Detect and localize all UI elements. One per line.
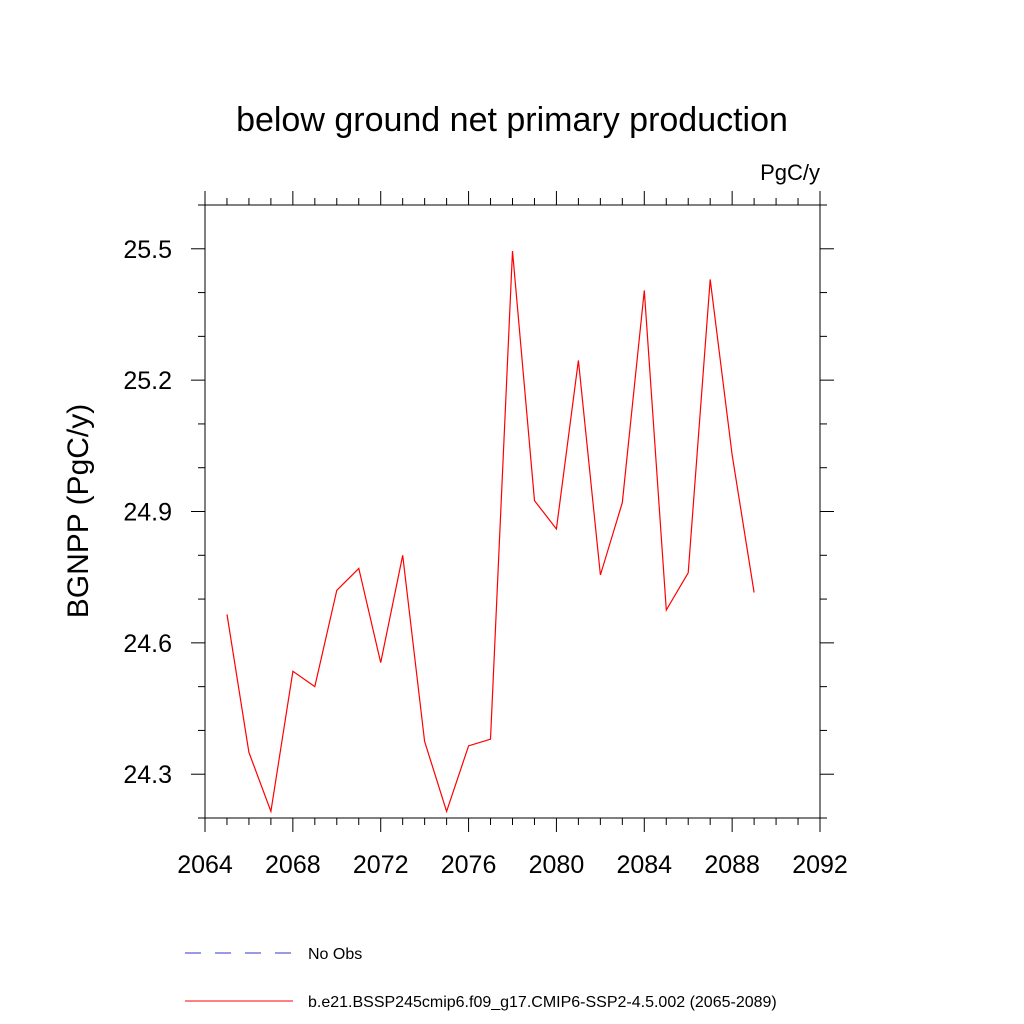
y-tick-label: 24.6 bbox=[123, 630, 172, 658]
y-tick-label: 25.2 bbox=[123, 367, 172, 395]
legend: No Obs b.e21.BSSP245cmip6.f09_g17.CMIP6-S… bbox=[185, 946, 777, 1011]
chart-title: below ground net primary production bbox=[236, 101, 788, 139]
x-tick-label: 2084 bbox=[616, 851, 672, 879]
y-tick-label: 24.9 bbox=[123, 499, 172, 527]
x-tick-label: 2076 bbox=[441, 851, 497, 879]
series-line bbox=[226, 250, 755, 814]
x-tick-label: 2080 bbox=[529, 851, 585, 879]
legend-label: No Obs bbox=[308, 946, 362, 963]
legend-label: b.e21.BSSP245cmip6.f09_g17.CMIP6-SSP2-4.… bbox=[308, 994, 777, 1011]
x-tick-label: 2068 bbox=[265, 851, 321, 879]
y-tick-label: 25.5 bbox=[123, 236, 172, 264]
series-lines bbox=[226, 250, 755, 814]
plot-frame bbox=[204, 204, 821, 819]
x-tick-label: 2088 bbox=[704, 851, 760, 879]
y-axis-label: BGNPP (PgC/y) bbox=[62, 404, 95, 619]
units-label: PgC/y bbox=[760, 160, 820, 185]
x-tick-label: 2072 bbox=[353, 851, 409, 879]
x-tick-label: 2092 bbox=[792, 851, 848, 879]
x-tick-label: 2064 bbox=[177, 851, 233, 879]
axis-ticks bbox=[191, 191, 834, 832]
axis-tick-labels: 2064 2068 2072 2076 2080 2084 2088 2092 24.3 24.6… bbox=[123, 236, 847, 879]
y-tick-label: 24.3 bbox=[123, 761, 172, 789]
